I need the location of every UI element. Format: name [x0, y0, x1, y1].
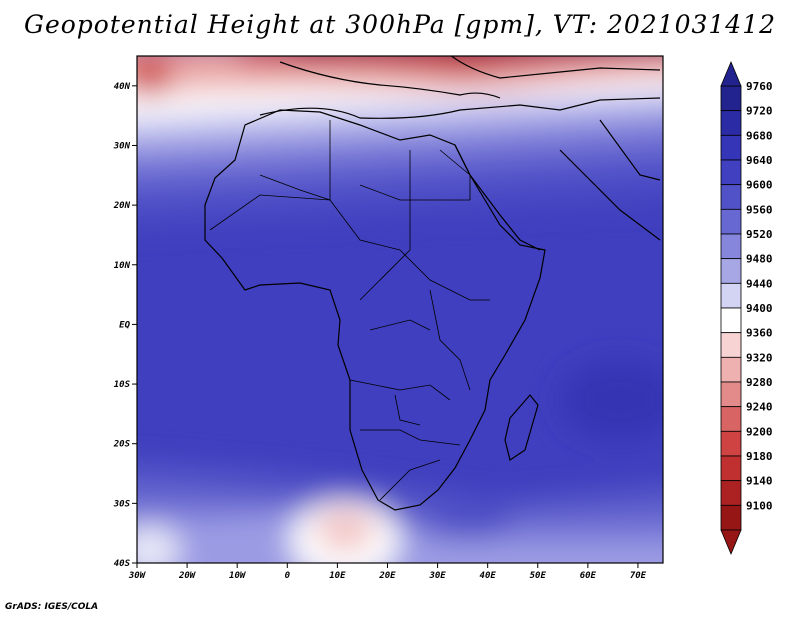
borders: [209, 120, 490, 501]
lon-label: 10E: [329, 571, 346, 581]
height-field: [137, 56, 663, 563]
colorbar-label: 9560: [746, 203, 773, 216]
lat-label: 10N: [114, 261, 131, 271]
colorbar-top-arrow: [720, 60, 742, 87]
colorbar-swatch: [720, 208, 742, 235]
colorbar-label: 9320: [746, 351, 773, 364]
colorbar-label: 9180: [746, 450, 773, 463]
colorbar-swatch: [720, 381, 742, 408]
lat-label: 30N: [113, 141, 131, 151]
lat-label: 20S: [113, 440, 131, 450]
lon-label: 20E: [378, 571, 396, 581]
map-frame: [136, 55, 664, 564]
colorbar-swatch: [720, 159, 742, 186]
colorbar-label: 9240: [746, 401, 773, 414]
colorbar-swatch: [720, 356, 742, 383]
colorbar-swatch: [720, 455, 742, 482]
colorbar-swatch: [720, 110, 742, 136]
lon-label: 20W: [178, 571, 197, 581]
lon-label: 60E: [580, 571, 597, 581]
coastlines: [204, 56, 661, 511]
colorbar-label: 9280: [746, 376, 773, 389]
colorbar-bottom-arrow: [720, 529, 742, 556]
lon-label: 30E: [428, 571, 446, 581]
lat-label: 20N: [113, 201, 131, 211]
colorbar-swatch: [720, 480, 742, 506]
colorbar-swatch: [720, 430, 742, 457]
colorbar-swatch: [720, 134, 742, 161]
grads-credit: GrADS: IGES/COLA: [5, 602, 99, 612]
lon-label: 10W: [229, 571, 247, 581]
colorbar-label: 9200: [746, 425, 773, 438]
colorbar-swatch: [720, 258, 742, 284]
colorbar-swatch: [720, 332, 742, 358]
colorbar-label: 9480: [746, 253, 773, 266]
lon-label: 70E: [630, 571, 647, 581]
lat-label: 40N: [114, 82, 131, 92]
colorbar-swatch: [720, 85, 742, 112]
plot-title: Geopotential Height at 300hPa [gpm], VT:…: [23, 10, 777, 39]
lon-label: 50E: [530, 571, 547, 581]
colorbar-swatch: [720, 406, 742, 432]
lat-label: 40S: [114, 559, 131, 569]
colorbar: 9760 9720 9680 9640 9600 9560 9520 9480 9440 9400…: [720, 60, 773, 556]
lon-label: 40E: [480, 571, 497, 581]
colorbar-label: 9720: [746, 105, 773, 118]
colorbar-swatch: [720, 504, 742, 531]
lon-label: 30W: [128, 571, 147, 581]
colorbar-label: 9400: [746, 302, 773, 315]
colorbar-label: 9440: [746, 277, 773, 290]
colorbar-swatch: [720, 184, 742, 210]
colorbar-swatch: [720, 282, 742, 309]
colorbar-label: 9640: [746, 154, 773, 167]
colorbar-swatch: [720, 307, 742, 334]
lat-label: EQ: [119, 320, 130, 330]
colorbar-swatch: [720, 233, 742, 260]
colorbar-label: 9360: [746, 327, 773, 340]
colorbar-label: 9760: [746, 80, 773, 93]
colorbar-label: 9680: [746, 129, 773, 142]
lat-label: 10S: [114, 380, 131, 390]
map-axes: 40N 30N 20N 10N EQ 10S 20S 30S 40S 30W 20W 10W 0 10E 2…: [113, 82, 647, 581]
colorbar-label: 9100: [746, 499, 773, 512]
lat-label: 30S: [113, 499, 131, 509]
colorbar-label: 9140: [746, 475, 773, 488]
colorbar-label: 9520: [746, 228, 773, 241]
lon-label: 0: [285, 571, 291, 581]
colorbar-label: 9600: [746, 179, 773, 192]
